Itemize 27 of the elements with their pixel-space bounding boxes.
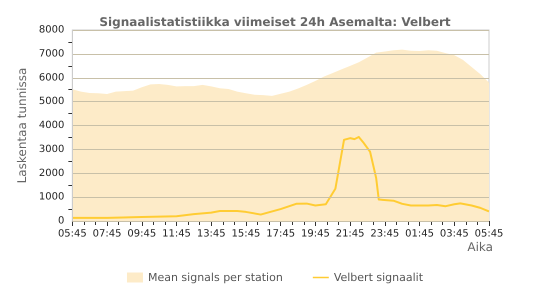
x-tick-label: 05:45 [474,228,504,240]
x-tick-label: 23:45 [370,228,400,240]
x-axis-title: Aika [467,240,493,254]
x-tick-label: 11:45 [162,228,191,240]
x-tick-label: 05:45 [58,228,87,240]
y-tick-label: 6000 [38,72,64,84]
x-tick-label: 09:45 [127,228,156,240]
y-tick-label: 1000 [38,192,64,203]
x-tick-label: 03:45 [440,228,469,240]
x-tick-label: 15:45 [232,228,260,240]
y-tick-label: 4000 [38,120,64,131]
chart-title: Signaalistatistiikka viimeiset 24h Asemalta: Velbert [99,15,451,29]
legend-label: Velbert signaalit [334,271,424,284]
y-tick-label: 5000 [38,96,64,108]
x-tick-label: 19:45 [300,228,330,240]
x-tick-label: 17:45 [266,228,296,240]
y-axis-title: Laskentaa tunnissa [15,68,29,184]
x-tick-label: 13:45 [196,228,226,240]
y-tick-label: 2000 [38,168,64,179]
y-tick-label: 7000 [38,48,64,60]
y-tick-label: 3000 [38,144,64,155]
y-tick-label: 8000 [38,24,64,36]
y-tick-label: 0 [58,216,64,226]
x-tick-label: 01:45 [405,228,434,240]
legend-label: Mean signals per station [148,271,283,284]
x-tick-label: 21:45 [336,228,365,240]
x-tick-label: 07:45 [92,228,122,240]
